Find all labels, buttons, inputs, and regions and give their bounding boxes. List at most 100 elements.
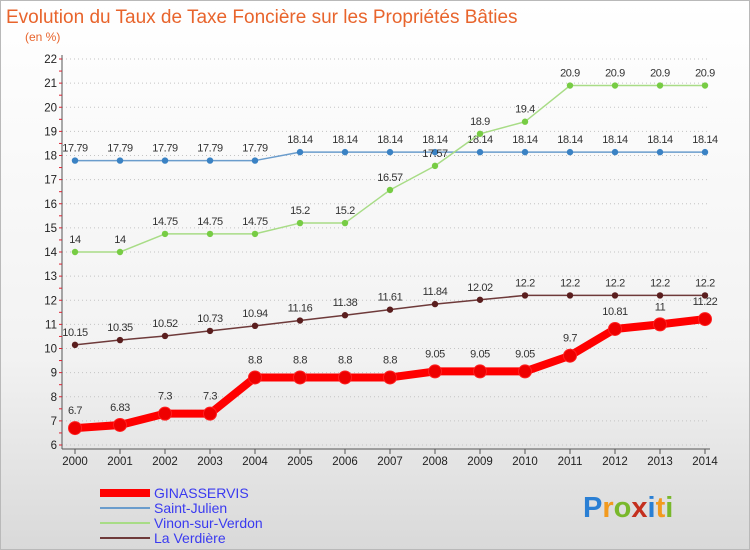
series-vinon-sur-verdon: 14 14 14.75 14.75 14.75 15.2 15.2 16.57 17.57 18.… bbox=[69, 68, 716, 256]
point-vinon-sur-verdon-2011 bbox=[566, 82, 574, 89]
point-la-verdi-re-2012 bbox=[611, 292, 619, 299]
point-ginasservis-2004 bbox=[248, 370, 262, 385]
y-tick-22: 22 bbox=[44, 54, 57, 66]
data-label-ginasservis-2014: 11.22 bbox=[693, 296, 718, 308]
y-tick-18: 18 bbox=[44, 151, 57, 163]
x-tick-2009: 2009 bbox=[467, 456, 493, 468]
grid-lines bbox=[62, 58, 710, 446]
point-la-verdi-re-2011 bbox=[566, 292, 574, 299]
data-label-saint-julien-2004: 17.79 bbox=[242, 143, 268, 155]
y-tick-12: 12 bbox=[44, 295, 57, 307]
x-tick-2010: 2010 bbox=[512, 456, 538, 468]
data-label-vinon-sur-verdon-2001: 14 bbox=[114, 234, 126, 246]
point-la-verdi-re-2002 bbox=[161, 332, 169, 340]
point-la-verdi-re-2007 bbox=[386, 306, 394, 313]
y-tick-7: 7 bbox=[51, 416, 57, 428]
y-tick-15: 15 bbox=[44, 223, 57, 235]
chart-title: Evolution du Taux de Taxe Foncière sur l… bbox=[6, 7, 518, 28]
series-layer: 17.79 17.79 17.79 17.79 17.79 18.14 18.14 18.14… bbox=[62, 68, 718, 436]
point-saint-julien-2010 bbox=[521, 148, 529, 156]
x-tick-2014: 2014 bbox=[692, 456, 718, 468]
data-label-vinon-sur-verdon-2005: 15.2 bbox=[290, 205, 310, 217]
x-tick-2000: 2000 bbox=[62, 456, 88, 468]
data-label-vinon-sur-verdon-2012: 20.9 bbox=[605, 68, 625, 80]
data-label-ginasservis-2009: 9.05 bbox=[470, 348, 490, 360]
legend-label-ginasservis: GINASSERVIS bbox=[154, 485, 249, 501]
data-label-la-verdi-re-2007: 11.61 bbox=[378, 292, 403, 304]
point-la-verdi-re-2005 bbox=[296, 317, 304, 324]
point-la-verdi-re-2000 bbox=[71, 341, 79, 349]
point-ginasservis-2012 bbox=[608, 321, 622, 336]
legend-label-vinon-sur-verdon: Vinon-sur-Verdon bbox=[154, 515, 263, 531]
data-label-vinon-sur-verdon-2008: 17.57 bbox=[422, 148, 448, 160]
point-ginasservis-2010 bbox=[518, 364, 532, 379]
data-label-la-verdi-re-2003: 10.73 bbox=[197, 313, 223, 325]
data-label-la-verdi-re-2010: 12.2 bbox=[515, 277, 535, 289]
x-tick-2002: 2002 bbox=[152, 456, 178, 468]
point-vinon-sur-verdon-2005 bbox=[296, 219, 304, 227]
point-vinon-sur-verdon-2007 bbox=[386, 186, 394, 194]
logo-letter: P bbox=[583, 492, 602, 524]
y-tick-11: 11 bbox=[45, 319, 57, 331]
data-label-la-verdi-re-2004: 10.94 bbox=[242, 308, 268, 320]
x-tick-2013: 2013 bbox=[647, 456, 673, 468]
point-vinon-sur-verdon-2000 bbox=[71, 248, 79, 256]
data-label-ginasservis-2007: 8.8 bbox=[383, 354, 397, 366]
point-vinon-sur-verdon-2008 bbox=[431, 162, 439, 170]
data-label-saint-julien-2013: 18.14 bbox=[647, 134, 673, 146]
logo-letter: o bbox=[614, 492, 632, 524]
y-tick-16: 16 bbox=[44, 199, 57, 211]
point-la-verdi-re-2014 bbox=[701, 292, 709, 299]
data-label-la-verdi-re-2000: 10.15 bbox=[62, 327, 88, 339]
data-label-la-verdi-re-2014: 12.2 bbox=[695, 277, 715, 289]
x-tick-2006: 2006 bbox=[332, 456, 358, 468]
y-tick-14: 14 bbox=[44, 247, 57, 259]
data-label-saint-julien-2000: 17.79 bbox=[62, 143, 88, 155]
point-ginasservis-2003 bbox=[203, 406, 217, 421]
data-label-saint-julien-2007: 18.14 bbox=[377, 134, 403, 146]
data-label-saint-julien-2008: 18.14 bbox=[422, 134, 448, 146]
y-tick-13: 13 bbox=[44, 271, 57, 283]
data-label-la-verdi-re-2011: 12.2 bbox=[560, 277, 580, 289]
point-la-verdi-re-2006 bbox=[341, 312, 349, 319]
data-label-ginasservis-2010: 9.05 bbox=[515, 348, 535, 360]
data-label-vinon-sur-verdon-2000: 14 bbox=[69, 234, 81, 246]
x-tick-2012: 2012 bbox=[602, 456, 628, 468]
data-label-ginasservis-2013: 11 bbox=[655, 301, 666, 313]
data-label-ginasservis-2011: 9.7 bbox=[563, 333, 577, 345]
point-vinon-sur-verdon-2003 bbox=[206, 230, 214, 238]
legend-label-saint-julien: Saint-Julien bbox=[154, 500, 227, 516]
data-label-la-verdi-re-2009: 12.02 bbox=[467, 282, 493, 294]
point-la-verdi-re-2010 bbox=[521, 292, 529, 299]
point-vinon-sur-verdon-2009 bbox=[476, 130, 484, 137]
data-label-vinon-sur-verdon-2014: 20.9 bbox=[695, 68, 715, 80]
data-label-saint-julien-2009: 18.14 bbox=[467, 134, 493, 146]
data-label-saint-julien-2002: 17.79 bbox=[152, 143, 178, 155]
x-tick-2003: 2003 bbox=[197, 456, 223, 468]
series-saint-julien: 17.79 17.79 17.79 17.79 17.79 18.14 18.14 18.14… bbox=[62, 134, 718, 164]
y-tick-19: 19 bbox=[44, 126, 57, 138]
x-tick-2011: 2011 bbox=[558, 456, 583, 468]
data-label-la-verdi-re-2002: 10.52 bbox=[152, 318, 178, 330]
point-ginasservis-2011 bbox=[563, 348, 577, 363]
logo-letter: x bbox=[631, 492, 647, 524]
data-label-la-verdi-re-2001: 10.35 bbox=[107, 322, 133, 334]
data-label-la-verdi-re-2005: 11.16 bbox=[288, 303, 313, 315]
series-ginasservis: 6.7 6.83 7.3 7.3 8.8 8.8 8.8 8.8 9.05 9.05 9.05 9.7… bbox=[68, 296, 718, 436]
x-tick-2005: 2005 bbox=[287, 456, 313, 468]
point-ginasservis-2000 bbox=[68, 421, 82, 436]
data-label-vinon-sur-verdon-2006: 15.2 bbox=[335, 205, 355, 217]
data-label-vinon-sur-verdon-2002: 14.75 bbox=[152, 216, 178, 228]
point-saint-julien-2013 bbox=[656, 148, 664, 156]
proxiti-logo: Proxiti bbox=[583, 492, 673, 524]
data-label-ginasservis-2008: 9.05 bbox=[425, 348, 445, 360]
legend: GINASSERVISSaint-JulienVinon-sur-VerdonL… bbox=[100, 485, 263, 546]
point-saint-julien-2008 bbox=[431, 148, 439, 156]
series-la-verdi-re: 10.15 10.35 10.52 10.73 10.94 11.16 11.38 11.61… bbox=[62, 277, 716, 349]
data-label-vinon-sur-verdon-2009: 18.9 bbox=[470, 116, 490, 128]
y-tick-6: 6 bbox=[51, 440, 57, 452]
data-label-saint-julien-2003: 17.79 bbox=[197, 143, 223, 155]
data-label-ginasservis-2002: 7.3 bbox=[158, 391, 172, 403]
point-vinon-sur-verdon-2013 bbox=[656, 82, 664, 89]
